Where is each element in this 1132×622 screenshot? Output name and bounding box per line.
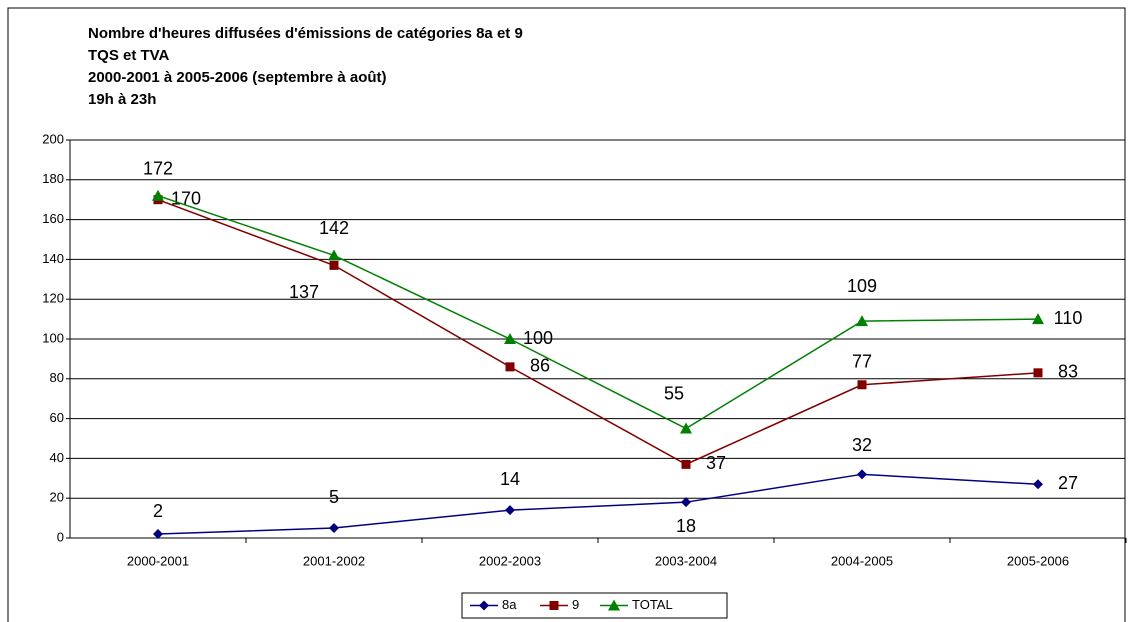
legend: 8a 9 TOTAL: [461, 592, 728, 619]
marker: [549, 601, 559, 610]
legend-label: 9: [572, 597, 579, 612]
marker: [681, 497, 691, 508]
y-tick-label: 200: [42, 131, 64, 146]
marker: [608, 599, 620, 611]
data-label: 137: [289, 282, 319, 302]
series: 2 5 14 18 32 27: [153, 435, 1078, 540]
data-label: 14: [500, 469, 520, 489]
y-tick-label: 80: [50, 370, 64, 385]
line: [157, 198, 1039, 466]
data-label: 83: [1058, 362, 1078, 382]
marker: [681, 459, 691, 469]
marker: [1033, 368, 1043, 378]
chart-title: TQS et TVA: [88, 47, 170, 64]
data-label: 109: [847, 276, 877, 296]
data-label: 5: [329, 487, 339, 507]
y-tick-label: 60: [50, 410, 64, 425]
marker: [856, 315, 868, 327]
data-label: 110: [1054, 308, 1083, 328]
y-tick-label: 140: [42, 251, 64, 266]
x-tick-label: 2003-2004: [655, 553, 717, 568]
chart-border: [7, 7, 1126, 622]
marker: [505, 362, 515, 372]
marker: [505, 505, 515, 516]
marker: [680, 422, 692, 434]
marker: [504, 333, 516, 344]
marker: [1032, 313, 1044, 325]
marker: [152, 189, 164, 201]
marker: [857, 380, 867, 390]
chart-title: 2000-2001 à 2005-2006 (septembre à août): [88, 69, 387, 86]
x-tick-label: 2001-2002: [303, 553, 365, 568]
marker: [1033, 479, 1043, 490]
marker: [329, 260, 339, 270]
x-tick-label: 2004-2005: [831, 553, 893, 568]
data-label: 100: [523, 328, 553, 348]
x-tick-label: 2000-2001: [127, 553, 189, 568]
y-tick-label: 120: [42, 291, 64, 306]
legend-box: [461, 592, 728, 619]
x-tick-label: 2002-2003: [479, 553, 541, 568]
legend-label: TOTAL: [632, 597, 673, 612]
line: [157, 473, 1039, 535]
y-tick-label: 160: [42, 211, 64, 226]
y-tick-label: 0: [57, 529, 64, 544]
chart-title: 19h à 23h: [88, 91, 156, 108]
data-label: 27: [1058, 473, 1078, 493]
marker: [479, 600, 489, 611]
marker: [328, 249, 340, 261]
data-label: 32: [852, 435, 872, 455]
line: [157, 195, 1039, 430]
x-tick-label: 2005-2006: [1007, 553, 1069, 568]
data-label: 55: [664, 383, 684, 403]
data-label: 77: [852, 352, 872, 372]
y-tick-label: 100: [42, 330, 64, 345]
data-label: 172: [143, 158, 173, 178]
data-label: 37: [706, 453, 726, 473]
marker: [857, 469, 867, 480]
data-label: 142: [319, 218, 349, 238]
chart-title: Nombre d'heures diffusées d'émissions de…: [88, 25, 523, 42]
y-tick-label: 20: [50, 490, 64, 505]
data-label: 18: [676, 516, 696, 536]
y-tick-label: 180: [42, 171, 64, 186]
legend-label: 8a: [502, 597, 517, 612]
y-tick-label: 40: [50, 450, 64, 465]
data-label: 86: [530, 356, 550, 376]
marker: [329, 523, 339, 534]
marker: [153, 529, 163, 540]
series: 172 142 100 55 109 110: [143, 158, 1083, 434]
data-label: 2: [153, 501, 163, 521]
